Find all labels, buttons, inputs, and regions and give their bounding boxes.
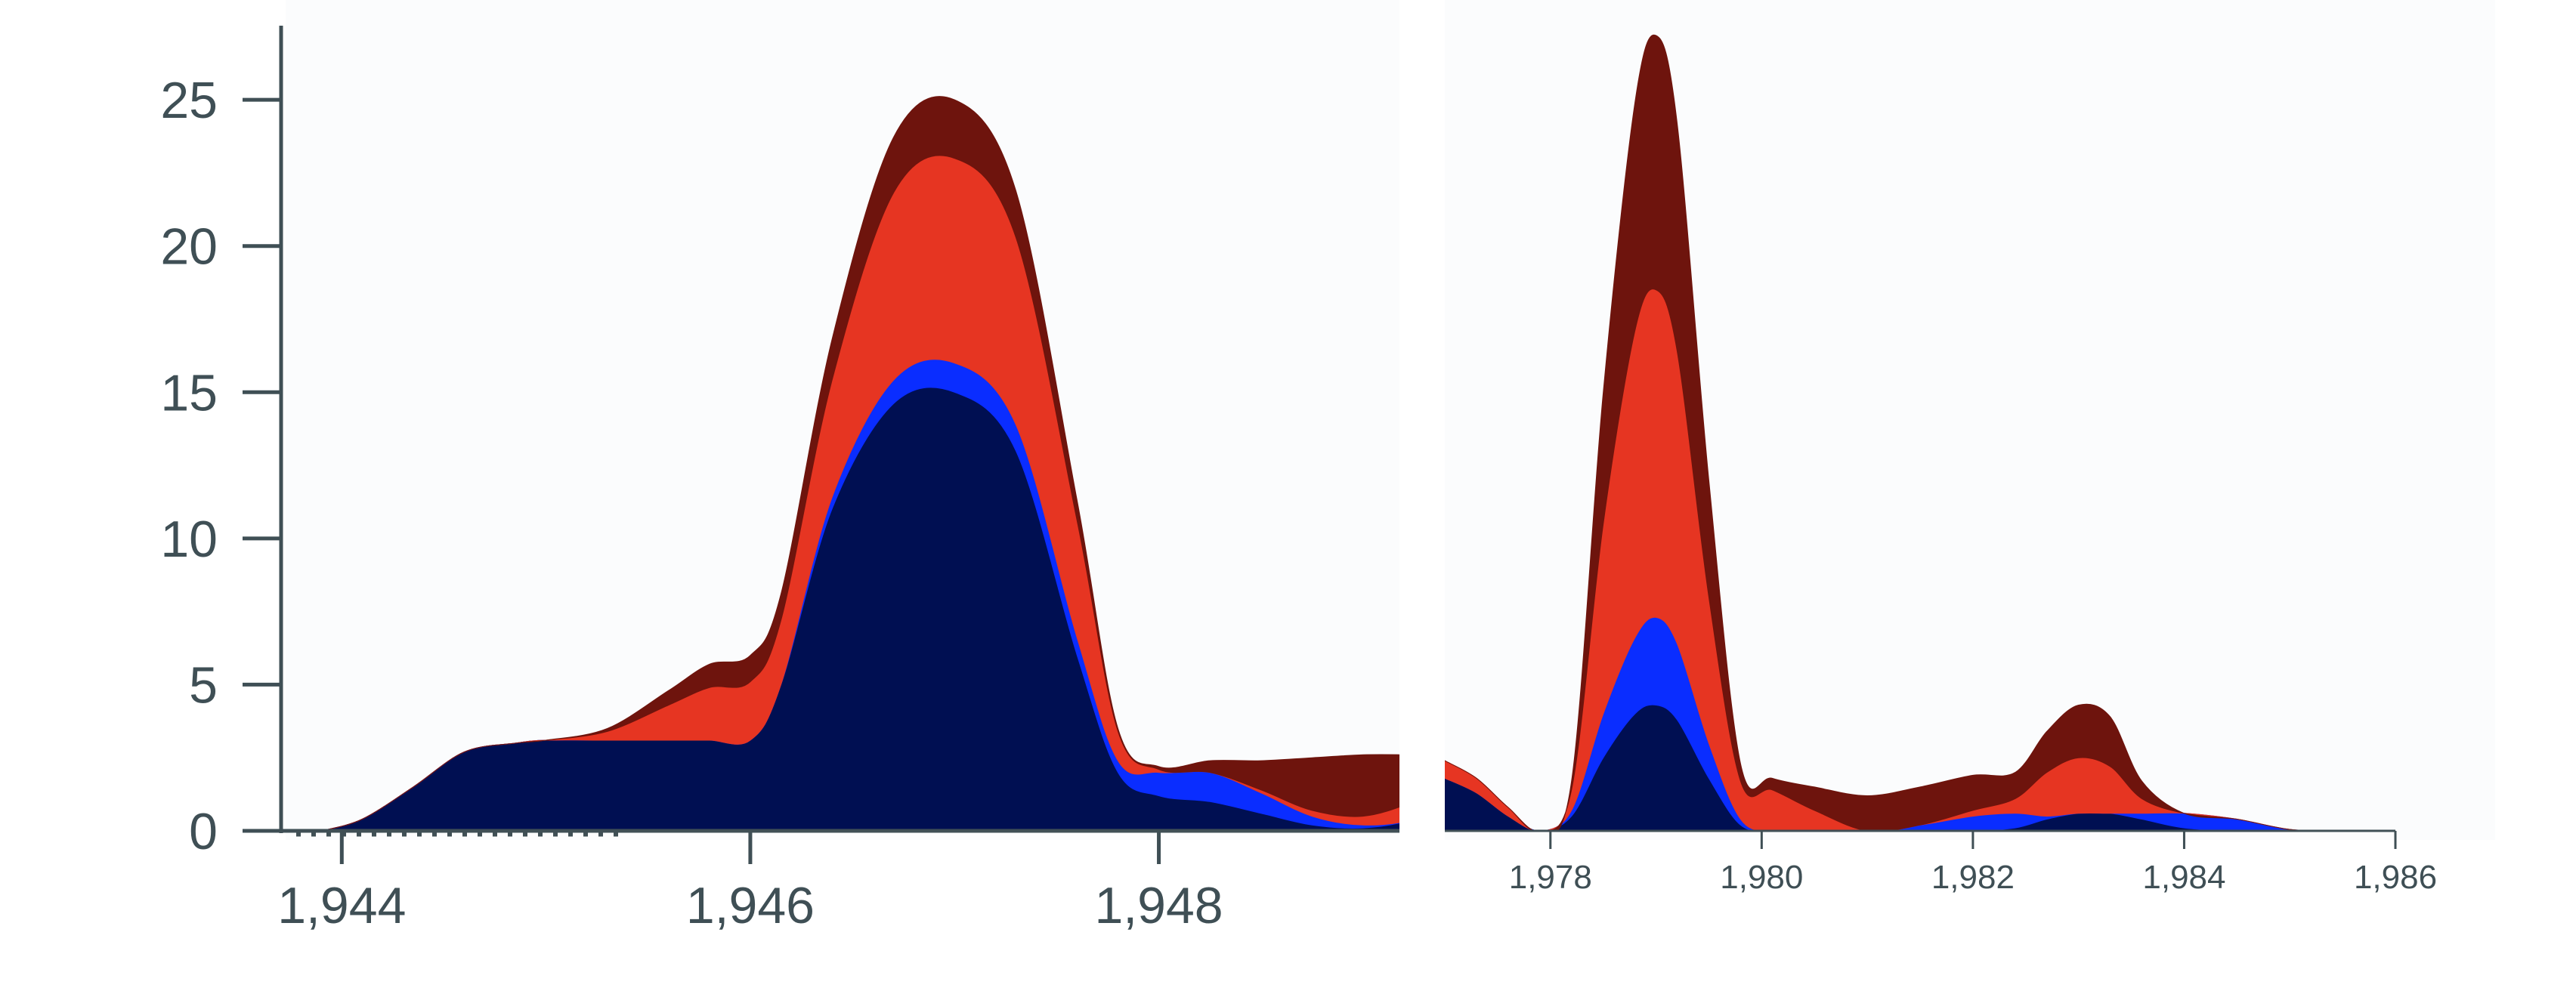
left-y-tick-label: 10	[160, 511, 218, 568]
right-x-tick-label: 1,986	[2354, 859, 2437, 896]
left-x-tick-label: 1,944	[277, 877, 406, 934]
left-x-axis: 1,944 1,946 1,948	[277, 829, 1399, 934]
right-x-tick-label: 1,982	[1931, 859, 2015, 896]
left-y-tick-label: 5	[189, 656, 218, 714]
right-x-tick-label: 1,978	[1509, 859, 1592, 896]
left-panel: 0 5 10 15 20 25 1,944 1,946 1,948	[160, 0, 1399, 934]
left-y-tick-label: 0	[189, 803, 218, 860]
right-panel: 1,978 1,980 1,982 1,984 1,986	[1445, 0, 2495, 896]
left-y-tick-label: 15	[160, 364, 218, 421]
area-series-4	[321, 96, 1399, 832]
left-y-tick-label: 25	[160, 72, 218, 129]
left-y-tick-label: 20	[160, 218, 218, 276]
left-y-axis: 0 5 10 15 20 25	[160, 26, 283, 860]
left-x-tick-label: 1,946	[686, 877, 815, 934]
right-x-tick-label: 1,980	[1720, 859, 1803, 896]
right-x-tick-label: 1,984	[2142, 859, 2225, 896]
right-x-axis: 1,978 1,980 1,982 1,984 1,986	[1445, 829, 2437, 896]
left-x-tick-label: 1,948	[1094, 877, 1223, 934]
